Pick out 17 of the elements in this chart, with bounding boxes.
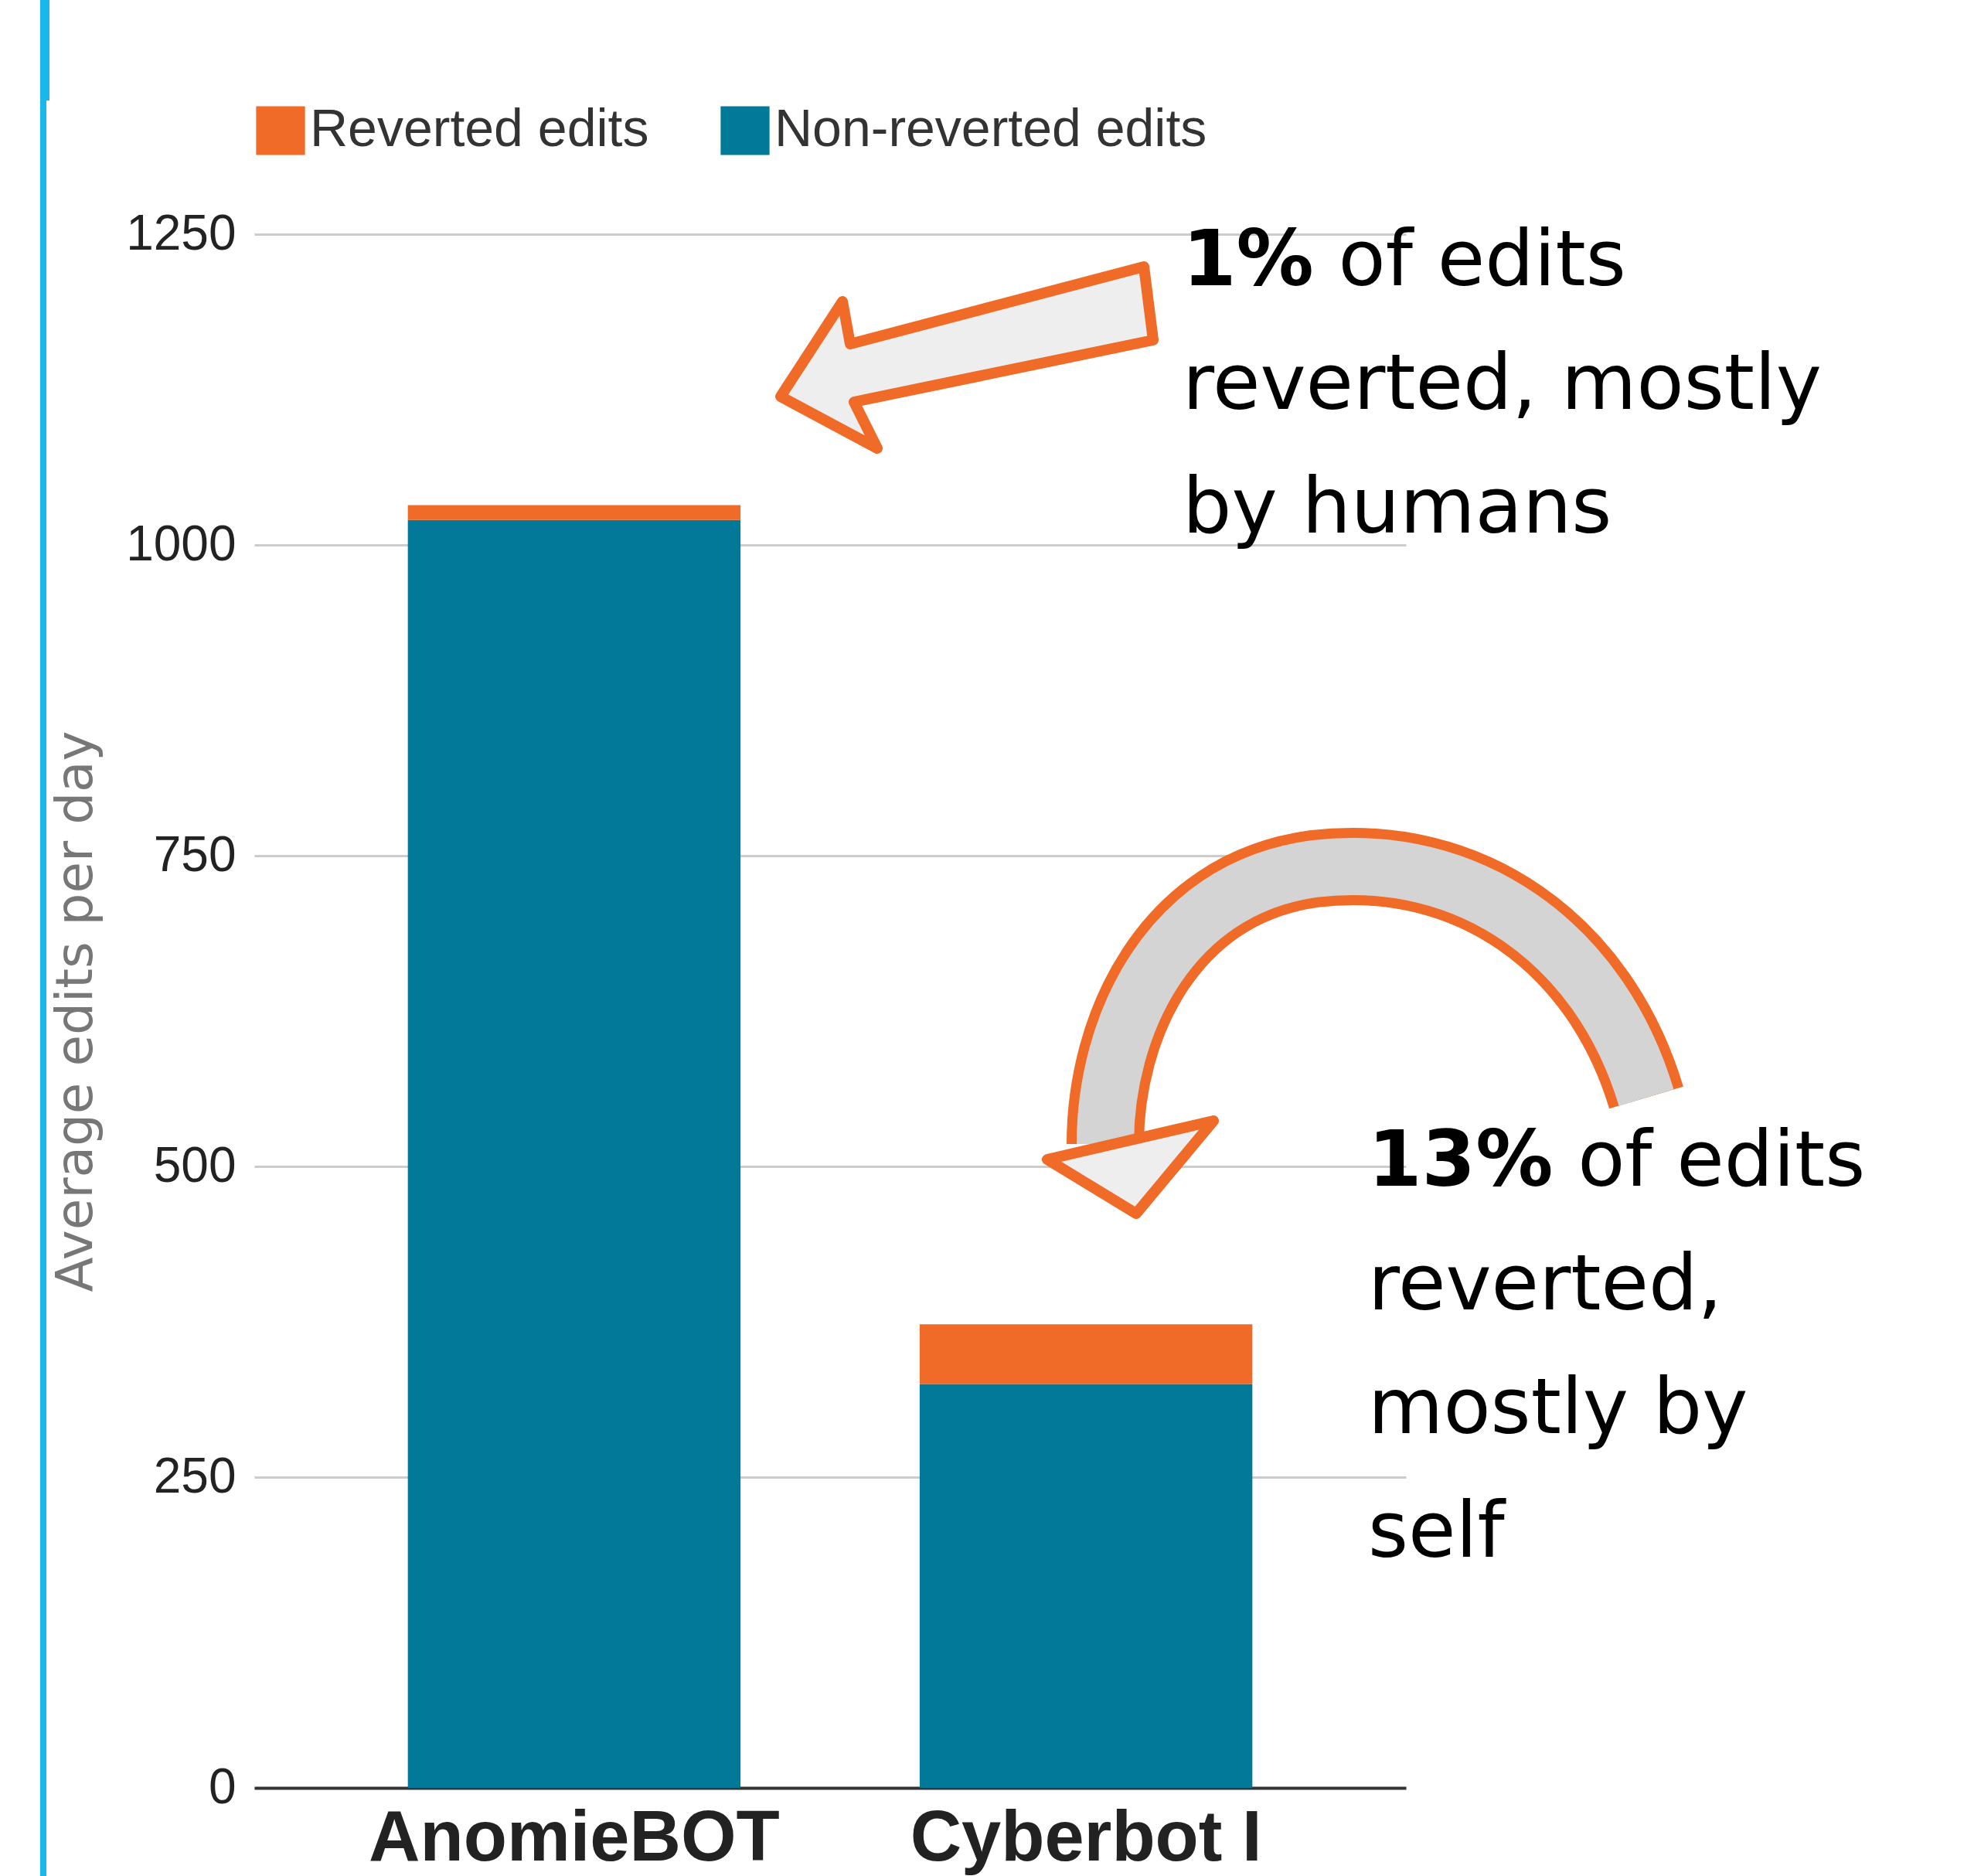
legend-label: Non-reverted edits: [774, 98, 1207, 157]
y-axis-title: Average edits per day: [45, 730, 105, 1292]
y-tick-label: 1250: [126, 204, 237, 260]
x-tick-label: AnomieBOT: [369, 1796, 780, 1875]
bar: [919, 1324, 1253, 1384]
y-tick-label: 0: [208, 1758, 237, 1814]
y-tick-label: 500: [153, 1136, 237, 1193]
x-tick-label: Cyberbot I: [910, 1796, 1262, 1875]
bar: [407, 505, 741, 520]
y-tick-label: 1000: [126, 515, 237, 571]
annotation: 1% of edits reverted, mostly by humans: [1183, 213, 1823, 553]
legend-label: Reverted edits: [310, 98, 649, 157]
bar: [407, 519, 741, 1788]
y-tick-label: 750: [153, 826, 237, 882]
y-tick-label: 250: [153, 1447, 237, 1503]
bar: [919, 1384, 1253, 1788]
annotation: 13% of edits reverted, mostly by self: [1368, 1113, 1867, 1577]
